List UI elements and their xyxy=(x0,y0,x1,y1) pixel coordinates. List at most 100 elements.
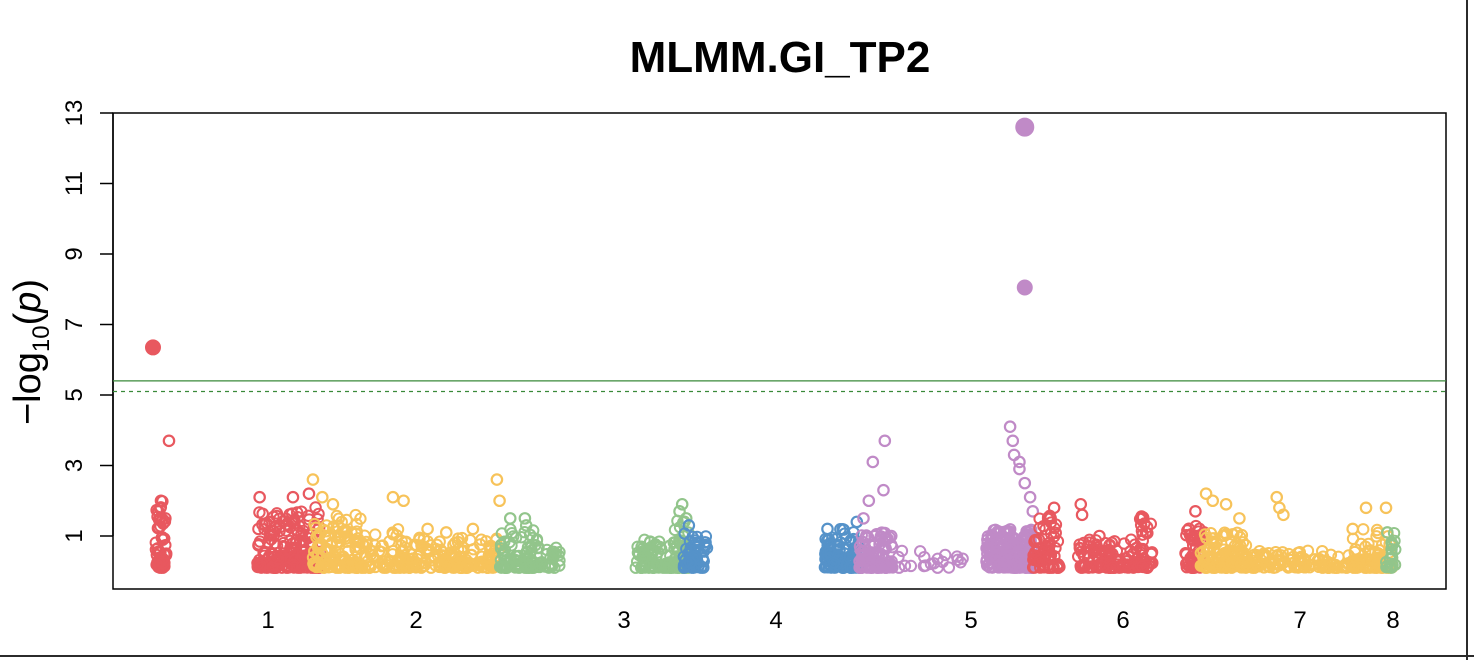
snp-point xyxy=(895,544,909,558)
snp-point xyxy=(1141,561,1154,574)
snp-point xyxy=(652,535,666,548)
snp-point xyxy=(850,515,864,529)
snp-point xyxy=(397,494,410,508)
snp-point xyxy=(321,558,335,571)
snp-point xyxy=(306,473,320,486)
snp-point xyxy=(1363,561,1377,574)
snp-point xyxy=(822,545,835,559)
snp-point xyxy=(443,546,457,559)
snp-point xyxy=(1026,505,1040,518)
snp-point xyxy=(154,520,167,533)
snp-point xyxy=(836,522,849,536)
snp-point xyxy=(1357,523,1370,536)
snp-point xyxy=(341,560,355,574)
snp-point xyxy=(519,519,533,532)
snp-point xyxy=(367,551,381,565)
snp-point xyxy=(892,550,905,564)
snp-point xyxy=(1013,455,1026,469)
snp-point xyxy=(1385,542,1398,556)
snp-point xyxy=(820,552,833,566)
snp-point xyxy=(1346,553,1360,567)
snp-point xyxy=(461,561,474,574)
snp-point xyxy=(886,561,899,574)
snp-point xyxy=(1225,555,1239,569)
snp-point xyxy=(877,483,890,497)
snp-point xyxy=(395,534,408,548)
snp-point xyxy=(1003,420,1017,434)
snp-point xyxy=(654,542,668,555)
chart-title: MLMM.GI_TP2 xyxy=(630,33,931,82)
snp-point xyxy=(954,556,967,569)
snp-point xyxy=(904,559,918,573)
snp-point xyxy=(1346,522,1359,536)
snp-point xyxy=(438,561,451,574)
snp-point xyxy=(266,561,279,574)
snp-point xyxy=(1335,561,1349,574)
snp-point xyxy=(637,557,650,571)
snp-point xyxy=(1043,550,1057,564)
snp-point xyxy=(256,507,269,520)
snp-point xyxy=(1083,536,1096,549)
snp-point xyxy=(1189,519,1203,533)
snp-point xyxy=(350,517,363,531)
x-tick-label: 6 xyxy=(1116,607,1129,634)
y-tick-label: 1 xyxy=(61,529,88,542)
snp-point xyxy=(1277,508,1290,522)
snp-point xyxy=(309,521,322,535)
x-tick-label: 4 xyxy=(769,607,782,634)
snp-point xyxy=(493,494,506,508)
snp-point xyxy=(859,531,872,544)
snp-point xyxy=(1289,561,1302,574)
x-tick-label: 7 xyxy=(1293,607,1306,634)
snp-point xyxy=(280,561,294,574)
snp-point xyxy=(862,494,876,508)
snp-point xyxy=(1004,549,1018,562)
snp-point xyxy=(1219,497,1233,511)
snp-point xyxy=(293,519,306,533)
snp-point xyxy=(386,490,400,504)
snp-point xyxy=(290,506,304,519)
snp-point xyxy=(1180,548,1193,561)
snp-point xyxy=(675,497,689,511)
snp-point xyxy=(252,522,265,536)
snp-point xyxy=(151,542,164,555)
y-axis-label: −log10(p) xyxy=(7,279,55,425)
snp-point xyxy=(1018,476,1032,490)
snp-point xyxy=(465,549,478,562)
snp-point xyxy=(518,525,531,539)
snp-point xyxy=(938,548,952,562)
snp-point xyxy=(496,560,510,573)
y-tick-label: 5 xyxy=(61,388,88,401)
snp-point xyxy=(466,522,480,536)
snp-point xyxy=(831,540,845,553)
snp-point xyxy=(1306,558,1319,572)
snp-points xyxy=(144,117,1402,574)
snp-point xyxy=(160,547,173,560)
snp-point xyxy=(1347,560,1360,574)
snp-point xyxy=(1234,531,1247,544)
snp-point xyxy=(333,535,347,549)
snp-point xyxy=(455,544,468,557)
snp-point xyxy=(992,560,1005,573)
snp-point xyxy=(1139,525,1153,539)
snp-point xyxy=(699,539,712,552)
snp-point xyxy=(355,561,369,574)
snp-point xyxy=(1007,448,1021,462)
snp-point xyxy=(270,509,283,523)
snp-point xyxy=(369,528,382,541)
snp-point xyxy=(1227,528,1240,541)
snp-point xyxy=(1077,561,1090,574)
snp-point xyxy=(942,561,956,574)
snp-point xyxy=(498,535,511,548)
snp-point xyxy=(860,561,874,574)
snp-point xyxy=(1185,532,1199,545)
window-border-right xyxy=(1466,0,1468,660)
snp-point xyxy=(286,490,300,504)
snp-point xyxy=(273,524,286,538)
snp-point xyxy=(1212,552,1226,565)
snp-point xyxy=(332,512,346,525)
snp-point xyxy=(821,522,834,536)
snp-point xyxy=(1324,556,1337,570)
snp-point xyxy=(1250,559,1264,572)
